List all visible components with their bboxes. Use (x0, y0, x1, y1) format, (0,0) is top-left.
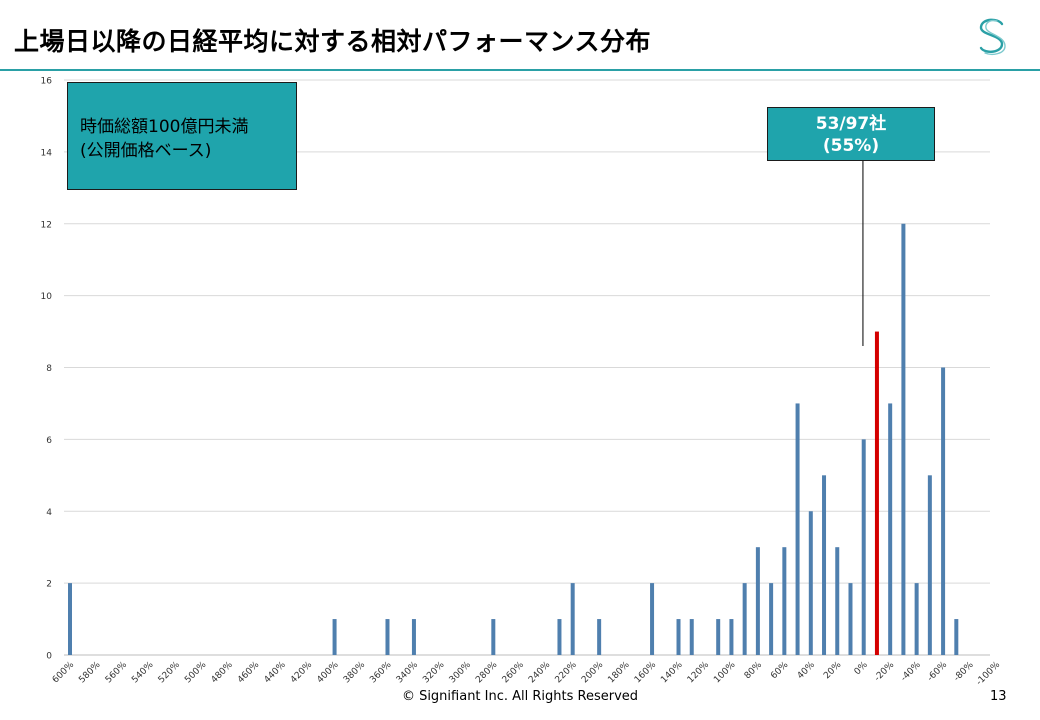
x-tick-label: 500% (183, 660, 209, 686)
x-tick-label: 220% (554, 660, 580, 686)
bar (597, 619, 602, 655)
x-tick-label: 180% (606, 660, 632, 686)
x-tick-label: 400% (315, 660, 341, 686)
x-tick-label: 80% (743, 660, 765, 682)
bar (755, 547, 760, 655)
bar (332, 619, 337, 655)
bar (491, 619, 496, 655)
x-tick-label: 260% (501, 660, 527, 686)
y-tick-label: 0 (46, 652, 52, 662)
bar (557, 619, 562, 655)
bar (676, 619, 681, 655)
callout-box: 53/97社 (55%) (767, 107, 935, 161)
x-tick-label: 420% (289, 660, 315, 686)
bar (385, 619, 390, 655)
bar (689, 619, 694, 655)
bar (716, 619, 721, 655)
bar (742, 583, 747, 655)
y-tick-label: 16 (41, 77, 53, 87)
bar (411, 619, 416, 655)
relative-performance-bar-chart: 0 2 4 6 8 10 12 14 16 600% 580% 560% 540% 520% 500% 480… (41, 77, 1003, 688)
x-tick-label: 40% (796, 660, 818, 682)
info-box-line1: 時価総額100億円未満 (80, 117, 249, 137)
x-tick-label: 340% (395, 660, 421, 686)
bar (795, 403, 800, 655)
info-box: 時価総額100億円未満 (公開価格ベース) (67, 82, 297, 190)
x-tick-label: -60% (926, 660, 950, 684)
bar-highlight (874, 331, 879, 655)
x-tick-label: 520% (157, 660, 183, 686)
x-tick-label: -40% (899, 660, 923, 684)
y-tick-label: 10 (41, 292, 53, 302)
x-tick-label: 100% (712, 660, 738, 686)
info-box-line2: (公開価格ベース) (80, 141, 212, 161)
x-tick-label: 440% (263, 660, 289, 686)
x-tick-label: 320% (421, 660, 447, 686)
x-tick-label: 480% (210, 660, 236, 686)
y-tick-label: 12 (41, 220, 52, 230)
bar (835, 547, 840, 655)
bar (888, 403, 893, 655)
y-tick-label: 6 (46, 436, 52, 446)
callout-count: 53/97社 (815, 114, 887, 134)
y-tick-label: 14 (41, 148, 53, 158)
bar (782, 547, 787, 655)
bar (570, 583, 575, 655)
x-tick-label: 460% (236, 660, 262, 686)
bar (808, 511, 813, 655)
signifiant-s-logo-icon (979, 18, 1006, 55)
bar (927, 475, 932, 655)
x-tick-label: 540% (130, 660, 156, 686)
x-tick-label: 200% (580, 660, 606, 686)
x-tick-label: 560% (104, 660, 130, 686)
bar (650, 583, 655, 655)
bar (729, 619, 734, 655)
bar (954, 619, 959, 655)
x-tick-label: 360% (368, 660, 394, 686)
bar (848, 583, 853, 655)
bar (861, 439, 866, 655)
bar (914, 583, 919, 655)
title-rule (0, 69, 1040, 71)
x-tick-label: 580% (77, 660, 103, 686)
x-tick-label: -80% (952, 660, 976, 684)
x-tick-label: 280% (474, 660, 500, 686)
x-tick-label: 0% (853, 660, 870, 677)
bar (941, 367, 946, 655)
y-tick-label: 4 (46, 508, 52, 518)
x-tick-label: -100% (975, 660, 1003, 688)
x-tick-label: 380% (342, 660, 368, 686)
x-tick-label: 140% (659, 660, 685, 686)
footer-copyright: © Signifiant Inc. All Rights Reserved (401, 689, 639, 704)
x-tick-label: 600% (51, 660, 77, 686)
x-tick-label: 60% (769, 660, 791, 682)
bar (68, 583, 72, 655)
page-number: 13 (990, 689, 1007, 704)
x-tick-label: -20% (873, 660, 897, 684)
bar (769, 583, 774, 655)
callout-percentage: (55%) (822, 136, 880, 156)
x-tick-label: 120% (686, 660, 712, 686)
y-tick-label: 2 (46, 580, 52, 590)
x-tick-label: 160% (633, 660, 659, 686)
x-tick-label: 240% (527, 660, 553, 686)
slide-title: 上場日以降の日経平均に対する相対パフォーマンス分布 (14, 27, 652, 56)
x-tick-label: 20% (822, 660, 844, 682)
bar (901, 223, 906, 655)
bar (822, 475, 827, 655)
x-tick-label: 300% (448, 660, 474, 686)
y-tick-label: 8 (46, 364, 52, 374)
